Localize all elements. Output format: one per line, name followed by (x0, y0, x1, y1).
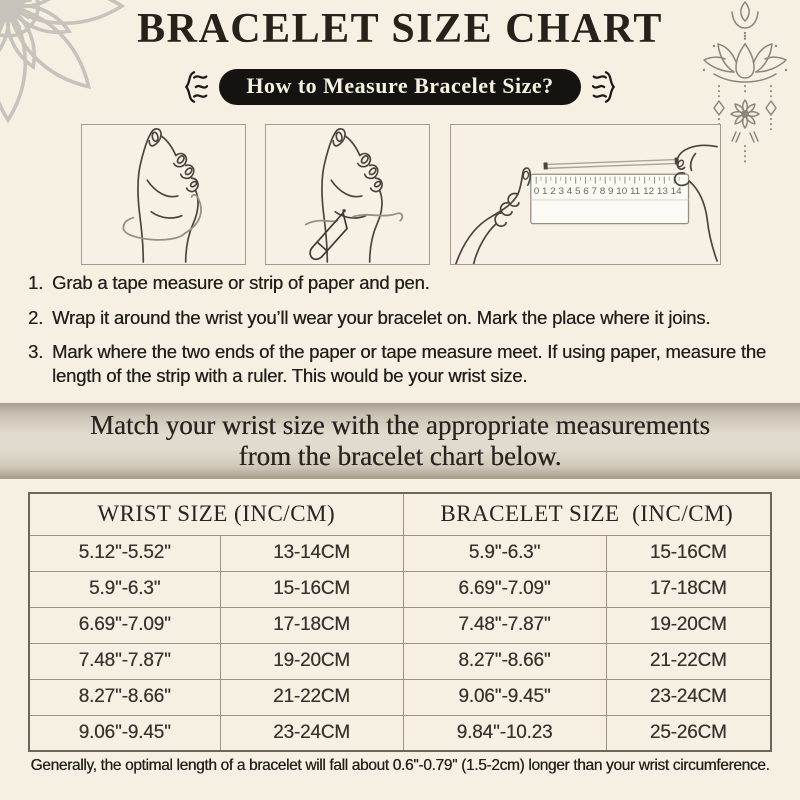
table-row: 7.48''-7.87'' 19-20CM 8.27''-8.66'' 21-2… (28, 642, 772, 680)
badge-row: How to Measure Bracelet Size? (0, 69, 800, 105)
bracelet-cm-cell: 17-18CM (605, 570, 772, 608)
table-header-row: WRIST SIZE (INC/CM) BRACELET SIZE (INC/C… (28, 492, 772, 536)
bracelet-cm-cell: 19-20CM (605, 606, 772, 644)
bracelet-cm-cell: 23-24CM (605, 678, 772, 716)
wrist-inches-cell: 5.9''-6.3'' (28, 570, 221, 608)
banner-line-1: Match your wrist size with the appropria… (89, 410, 711, 440)
wrist-cm-cell: 21-22CM (219, 678, 404, 716)
bracelet-cm-cell: 25-26CM (605, 714, 772, 752)
instruction-text: Wrap it around the wrist you’ll wear you… (52, 306, 711, 328)
wrist-inches-cell: 7.48''-7.87'' (28, 642, 221, 680)
wrist-inches-cell: 6.69''-7.09'' (28, 606, 221, 644)
table-row: 6.69''-7.09'' 17-18CM 7.48''-7.87'' 19-2… (28, 606, 772, 644)
brace-ornament-right-icon (591, 71, 615, 103)
wrist-cm-cell: 15-16CM (219, 570, 404, 608)
wrist-cm-cell: 23-24CM (219, 714, 404, 752)
instruction-text: Grab a tape measure or strip of paper an… (52, 272, 430, 293)
instruction-item-3: 3. Mark where the two ends of the paper … (28, 340, 780, 387)
wrist-cm-cell: 17-18CM (219, 606, 404, 644)
bracelet-inches-cell: 8.27''-8.66'' (402, 642, 607, 680)
instruction-number: 3. (28, 341, 44, 363)
bracelet-inches-cell: 7.48''-7.87'' (402, 606, 607, 644)
wrist-cm-cell: 13-14CM (219, 534, 404, 572)
instruction-item-1: 1. Grab a tape measure or strip of paper… (28, 271, 780, 295)
table-row: 9.06''-9.45'' 23-24CM 9.84''-10.23 25-26… (28, 714, 772, 752)
wrist-cm-cell: 19-20CM (219, 642, 404, 680)
brace-ornament-left-icon (185, 71, 209, 103)
page-title: BRACELET SIZE CHART (137, 6, 663, 52)
bracelet-inches-cell: 6.69''-7.09'' (402, 570, 607, 608)
bracelet-cm-cell: 15-16CM (605, 534, 772, 572)
table-row: 8.27''-8.66'' 21-22CM 9.06''-9.45'' 23-2… (28, 678, 772, 716)
panel-mark-wrist (265, 124, 430, 265)
table-row: 5.12''-5.52'' 13-14CM 5.9''-6.3'' 15-16C… (28, 534, 772, 572)
footer-note: Generally, the optimal length of a brace… (30, 757, 770, 774)
ruler-numbers: 0 1 2 3 4 5 6 7 8 9 10 11 12 13 14 (534, 186, 682, 196)
panel-wrap-tape (81, 124, 246, 265)
table-row: 5.9''-6.3'' 15-16CM 6.69''-7.09'' 17-18C… (28, 570, 772, 608)
lotus-pendant-icon (702, 1, 788, 165)
panel-measure-ruler: 0 1 2 3 4 5 6 7 8 9 10 11 12 13 14 (450, 124, 721, 265)
instruction-number: 1. (28, 272, 44, 293)
instruction-item-2: 2. Wrap it around the wrist you’ll wear … (28, 306, 780, 330)
banner-line-2: from the bracelet chart below. (238, 441, 562, 471)
instruction-text: Mark where the two ends of the paper or … (52, 341, 766, 387)
wrist-size-header: WRIST SIZE (INC/CM) (28, 492, 404, 536)
mandala-flower-icon (0, 0, 124, 122)
measure-badge: How to Measure Bracelet Size? (219, 69, 581, 105)
bracelet-size-header: BRACELET SIZE (INC/CM) (402, 492, 772, 536)
match-banner: Match your wrist size with the appropria… (0, 403, 800, 479)
bracelet-inches-cell: 9.84''-10.23 (402, 714, 607, 752)
wrist-inches-cell: 5.12''-5.52'' (28, 534, 221, 572)
instructions-list: 1. Grab a tape measure or strip of paper… (28, 271, 780, 399)
bracelet-cm-cell: 21-22CM (605, 642, 772, 680)
bracelet-inches-cell: 9.06''-9.45'' (402, 678, 607, 716)
mark-wrist-hand-icon (304, 128, 404, 263)
size-chart-table: WRIST SIZE (INC/CM) BRACELET SIZE (INC/C… (28, 492, 773, 752)
wrist-inches-cell: 9.06''-9.45'' (28, 714, 221, 752)
instruction-number: 2. (28, 306, 44, 328)
wrist-inches-cell: 8.27''-8.66'' (28, 678, 221, 716)
wrap-tape-hand-icon (122, 128, 202, 263)
bracelet-inches-cell: 5.9''-6.3'' (402, 534, 607, 572)
ruler-measure-hands-icon: 0 1 2 3 4 5 6 7 8 9 10 11 12 13 14 (455, 144, 718, 264)
